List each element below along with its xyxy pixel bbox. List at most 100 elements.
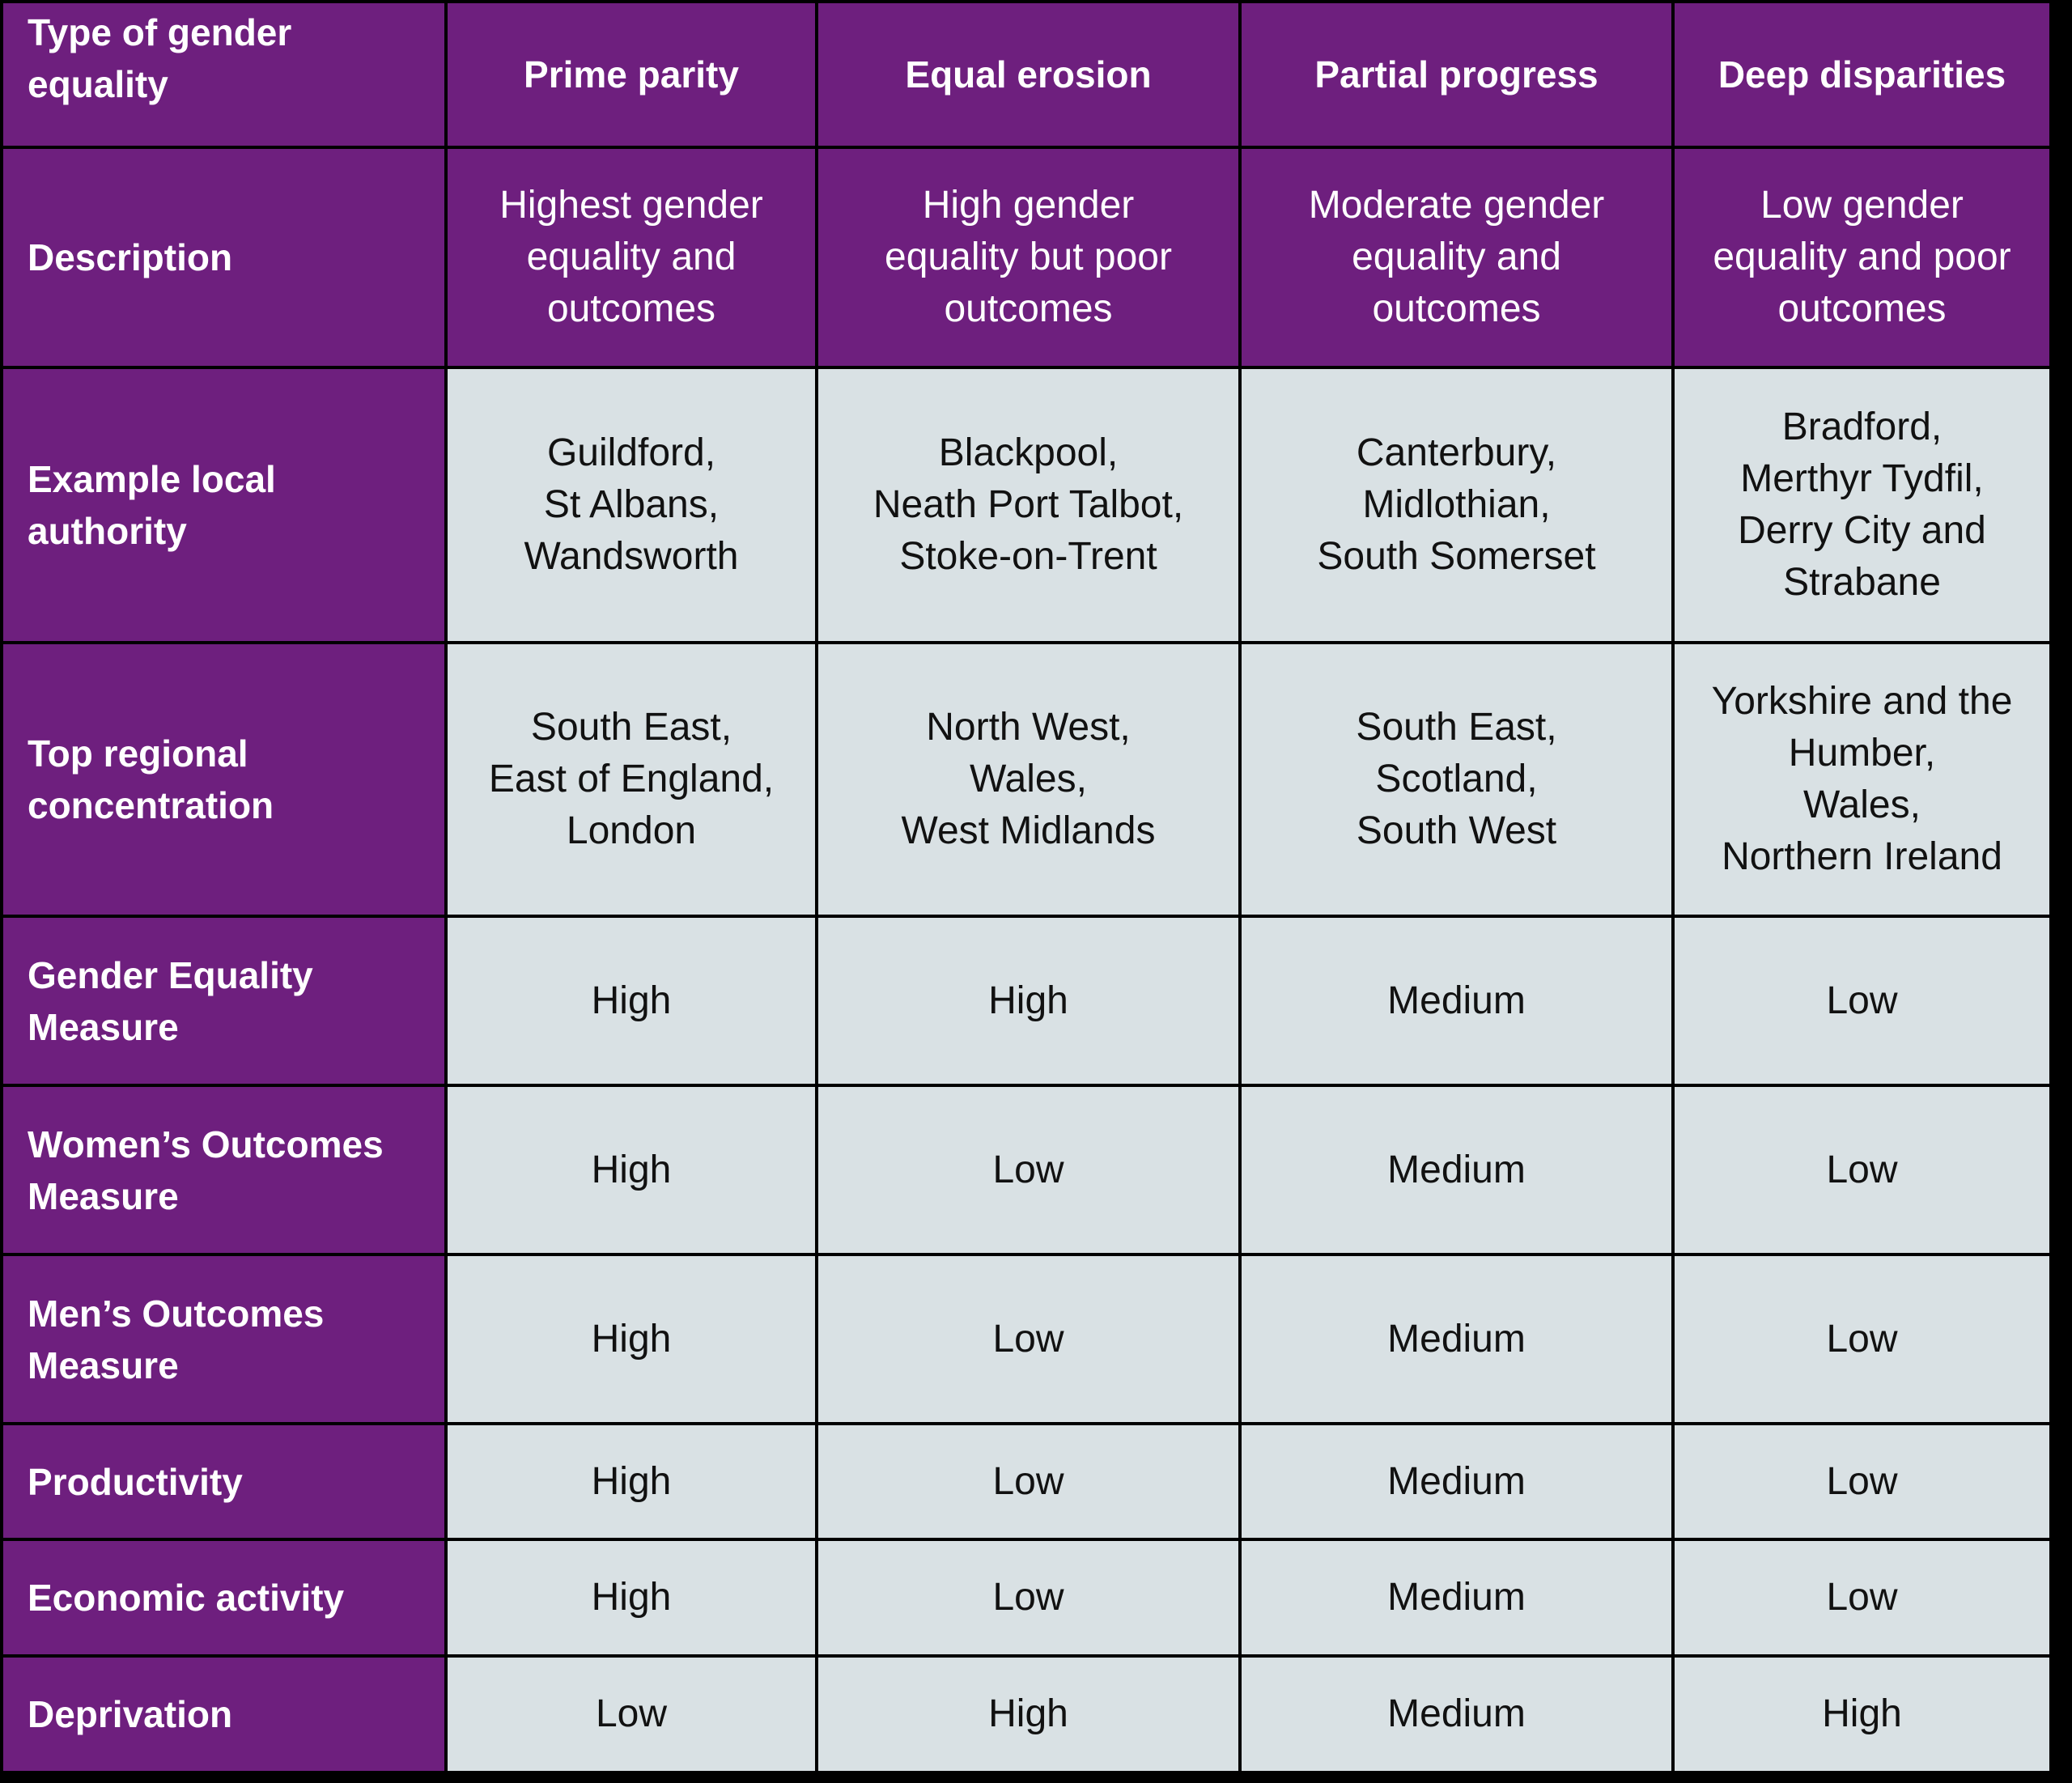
cell-line: outcomes	[1372, 287, 1541, 330]
cell-line: outcomes	[1777, 287, 1947, 330]
rating-cell: Low	[1671, 1084, 2053, 1256]
cell-line: Stoke-on-Trent	[899, 535, 1157, 578]
row-label-gender-equality-measure: Gender Equality Measure	[0, 915, 448, 1087]
row-gender-equality-measure: Gender Equality Measure High High Medium…	[0, 915, 2053, 1087]
local-authority-prime-parity: Guildford, St Albans, Wandsworth	[444, 366, 818, 644]
cell-line: outcomes	[546, 287, 716, 330]
rating-cell: High	[815, 1654, 1242, 1774]
regions-partial-progress: South East, Scotland, South West	[1238, 641, 1675, 918]
cell-line: Midlothian,	[1362, 483, 1551, 526]
local-authority-equal-erosion: Blackpool, Neath Port Talbot, Stoke-on-T…	[815, 366, 1242, 644]
rating-cell: High	[444, 1538, 818, 1658]
cell-line: Humber,	[1788, 732, 1936, 775]
row-label-line: Gender Equality	[28, 953, 313, 996]
rating-cell: High	[444, 1253, 818, 1425]
cell-line: Wales,	[970, 758, 1087, 800]
row-label-womens-outcomes-measure: Women’s Outcomes Measure	[0, 1084, 448, 1256]
row-label-line: concentration	[28, 784, 274, 826]
row-label-line: Measure	[28, 1344, 179, 1386]
row-label-line: Measure	[28, 1005, 179, 1048]
rating-cell: High	[815, 915, 1242, 1087]
rating-cell: Low	[444, 1654, 818, 1774]
rating-cell: Low	[815, 1253, 1242, 1425]
rating-cell: Low	[815, 1538, 1242, 1658]
row-top-regional-concentration: Top regional concentration South East, E…	[0, 641, 2053, 918]
row-label-line: Top regional	[28, 732, 248, 775]
row-womens-outcomes-measure: Women’s Outcomes Measure High Low Medium…	[0, 1084, 2053, 1256]
cell-line: equality and poor	[1713, 236, 2011, 278]
local-authority-partial-progress: Canterbury, Midlothian, South Somerset	[1238, 366, 1675, 644]
cell-line: Yorkshire and the	[1711, 680, 2013, 723]
description-equal-erosion: High gender equality but poor outcomes	[815, 146, 1242, 369]
column-header-prime-parity: Prime parity	[444, 0, 818, 149]
cell-line: Guildford,	[546, 431, 716, 474]
cell-line: equality and	[1352, 236, 1561, 278]
rating-cell: High	[444, 1422, 818, 1541]
column-header-equal-erosion: Equal erosion	[815, 0, 1242, 149]
cell-line: West Midlands	[901, 809, 1156, 852]
cell-line: South East,	[530, 706, 732, 749]
cell-line: London	[566, 809, 697, 852]
cell-line: Wales,	[1803, 783, 1921, 826]
regions-prime-parity: South East, East of England, London	[444, 641, 818, 918]
row-label-example-local-authority: Example local authority	[0, 366, 448, 644]
row-label-deprivation: Deprivation	[0, 1654, 448, 1774]
row-label-economic-activity: Economic activity	[0, 1538, 448, 1658]
rating-cell: Medium	[1238, 1538, 1675, 1658]
row-label-line: Economic activity	[28, 1577, 345, 1619]
description-partial-progress: Moderate gender equality and outcomes	[1238, 146, 1675, 369]
row-label-description: Description	[0, 146, 448, 369]
rating-cell: Low	[1671, 1538, 2053, 1658]
description-prime-parity: Highest gender equality and outcomes	[444, 146, 818, 369]
corner-line: Type of gender	[28, 11, 292, 53]
local-authority-deep-disparities: Bradford, Merthyr Tydfil, Derry City and…	[1671, 366, 2053, 644]
cell-line: outcomes	[944, 287, 1113, 330]
corner-header-type-of-gender-equality: Type of gender equality	[0, 0, 448, 149]
cell-line: South East,	[1356, 706, 1557, 749]
row-deprivation: Deprivation Low High Medium High	[0, 1654, 2053, 1774]
row-label-line: Measure	[28, 1174, 179, 1217]
column-header-partial-progress: Partial progress	[1238, 0, 1675, 149]
cell-line: Low gender	[1760, 184, 1964, 227]
row-label-line: Women’s Outcomes	[28, 1123, 384, 1165]
rating-cell: Low	[815, 1422, 1242, 1541]
rating-cell: High	[444, 915, 818, 1087]
cell-line: Northern Ireland	[1722, 835, 2002, 878]
cell-line: Merthyr Tydfil,	[1740, 457, 1984, 500]
cell-line: North West,	[926, 706, 1131, 749]
rating-cell: Medium	[1238, 915, 1675, 1087]
cell-line: equality and	[526, 236, 737, 278]
rating-cell: Low	[1671, 1422, 2053, 1541]
cell-line: Canterbury,	[1356, 431, 1557, 474]
row-label-productivity: Productivity	[0, 1422, 448, 1541]
cell-line: Wandsworth	[524, 535, 739, 578]
row-description: Description Highest gender equality and …	[0, 146, 2053, 369]
cell-line: equality but poor	[885, 236, 1172, 278]
cell-line: South Somerset	[1317, 535, 1596, 578]
rating-cell: High	[1671, 1654, 2053, 1774]
cell-line: Strabane	[1783, 561, 1941, 604]
cell-line: South West	[1356, 809, 1557, 852]
rating-cell: Low	[1671, 915, 2053, 1087]
cell-line: Neath Port Talbot,	[873, 483, 1184, 526]
cell-line: Scotland,	[1375, 758, 1538, 800]
rating-cell: High	[444, 1084, 818, 1256]
row-mens-outcomes-measure: Men’s Outcomes Measure High Low Medium L…	[0, 1253, 2053, 1425]
row-label-line: Men’s Outcomes	[28, 1292, 325, 1335]
row-label-line: authority	[28, 510, 187, 552]
rating-cell: Low	[815, 1084, 1242, 1256]
description-deep-disparities: Low gender equality and poor outcomes	[1671, 146, 2053, 369]
regions-deep-disparities: Yorkshire and the Humber, Wales, Norther…	[1671, 641, 2053, 918]
corner-line: equality	[28, 63, 168, 105]
row-label-line: Description	[28, 236, 233, 278]
rating-cell: Low	[1671, 1253, 2053, 1425]
rating-cell: Medium	[1238, 1654, 1675, 1774]
cell-line: Derry City and	[1738, 509, 1986, 552]
header-row: Type of gender equality Prime parity Equ…	[0, 0, 2053, 149]
row-label-top-regional-concentration: Top regional concentration	[0, 641, 448, 918]
cell-line: St Albans,	[543, 483, 720, 526]
cell-line: Bradford,	[1781, 405, 1942, 448]
rating-cell: Medium	[1238, 1253, 1675, 1425]
row-label-line: Example local	[28, 458, 276, 500]
